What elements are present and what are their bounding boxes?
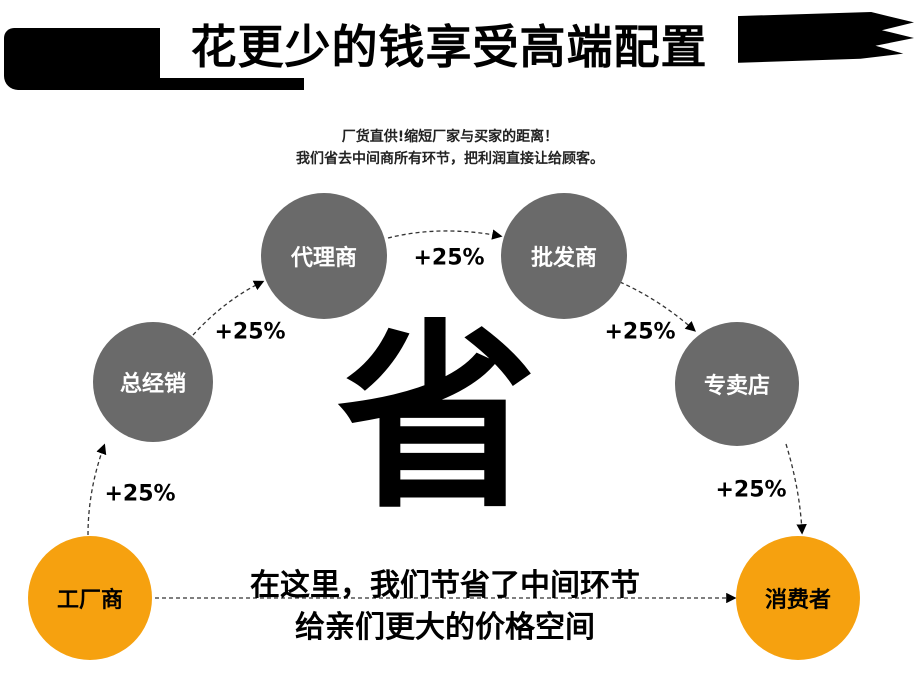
arrow-distributor-agent <box>192 280 265 336</box>
node-wholesaler: 批发商 <box>501 193 627 319</box>
node-consumer: 消费者 <box>736 536 860 660</box>
node-store: 专卖店 <box>675 322 799 446</box>
markup-label: +25% <box>104 481 176 507</box>
node-distributor: 总经销 <box>93 322 213 442</box>
markup-label: +25% <box>413 245 485 271</box>
arrow-wholesaler-store <box>619 281 696 332</box>
markup-label: +25% <box>214 319 286 345</box>
arrow-agent-wholesaler <box>387 229 503 240</box>
bottom-text-line-1: 在这里，我们节省了中间环节 <box>250 568 640 603</box>
markup-label: +25% <box>715 477 787 503</box>
arrow-factory-distributor <box>87 443 107 536</box>
markup-label: +25% <box>604 319 676 345</box>
center-character: 省 <box>337 303 538 536</box>
subtitle-line-2: 我们省去中间商所有环节，把利润直接让给顾客。 <box>296 151 604 167</box>
node-factory: 工厂商 <box>28 536 152 660</box>
arrow-store-consumer <box>785 443 807 535</box>
bottom-text-line-2: 给亲们更大的价格空间 <box>295 610 595 645</box>
node-agent: 代理商 <box>261 193 387 319</box>
subtitle-line-1: 厂货直供!缩短厂家与买家的距离！ <box>341 129 559 145</box>
page-title: 花更少的钱享受高端配置 <box>160 10 738 78</box>
